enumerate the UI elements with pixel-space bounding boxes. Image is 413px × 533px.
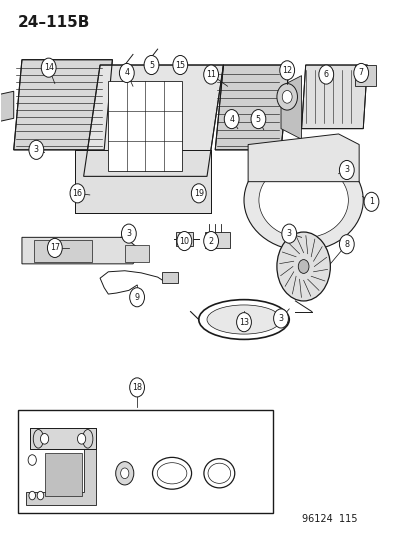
Circle shape	[28, 455, 36, 465]
Polygon shape	[354, 65, 375, 86]
Text: 14: 14	[44, 63, 54, 72]
Polygon shape	[108, 81, 182, 171]
Circle shape	[119, 63, 134, 83]
Ellipse shape	[83, 430, 93, 448]
Ellipse shape	[206, 305, 280, 334]
Text: 11: 11	[206, 70, 216, 79]
Circle shape	[236, 313, 251, 332]
Polygon shape	[22, 237, 141, 264]
Polygon shape	[280, 76, 301, 139]
Circle shape	[276, 232, 330, 301]
Text: 24–115B: 24–115B	[18, 14, 90, 30]
Text: 6: 6	[323, 70, 328, 79]
Polygon shape	[30, 428, 96, 449]
Circle shape	[144, 55, 159, 75]
Text: 10: 10	[179, 237, 189, 246]
FancyBboxPatch shape	[18, 410, 272, 513]
Polygon shape	[0, 91, 14, 123]
Polygon shape	[83, 65, 223, 176]
Polygon shape	[176, 232, 192, 246]
Polygon shape	[161, 272, 178, 284]
Ellipse shape	[198, 300, 289, 340]
Circle shape	[173, 55, 187, 75]
Circle shape	[250, 110, 265, 128]
Text: 3: 3	[278, 314, 283, 323]
Circle shape	[40, 433, 49, 444]
Text: 1: 1	[368, 197, 373, 206]
Polygon shape	[124, 245, 149, 262]
Circle shape	[281, 224, 296, 243]
Text: 5: 5	[255, 115, 260, 124]
Ellipse shape	[152, 457, 191, 489]
Circle shape	[176, 231, 191, 251]
Circle shape	[121, 224, 136, 243]
Text: 8: 8	[344, 240, 349, 249]
Circle shape	[29, 140, 44, 159]
Circle shape	[282, 91, 292, 103]
Circle shape	[120, 468, 128, 479]
Ellipse shape	[258, 163, 347, 238]
Circle shape	[203, 231, 218, 251]
Text: 17: 17	[50, 244, 60, 253]
Text: 7: 7	[358, 68, 363, 77]
Text: 3: 3	[344, 166, 349, 174]
Circle shape	[77, 433, 85, 444]
Polygon shape	[204, 232, 229, 248]
Polygon shape	[14, 60, 112, 150]
Ellipse shape	[157, 463, 186, 484]
Text: 2: 2	[208, 237, 213, 246]
Text: 3: 3	[286, 229, 291, 238]
Circle shape	[47, 238, 62, 257]
Text: 9: 9	[134, 293, 139, 302]
Polygon shape	[45, 453, 81, 496]
Circle shape	[298, 260, 308, 273]
Text: 4: 4	[229, 115, 234, 124]
Polygon shape	[34, 240, 92, 262]
Text: 13: 13	[238, 318, 248, 327]
Circle shape	[363, 192, 378, 212]
Text: 15: 15	[175, 61, 185, 69]
Text: 96124  115: 96124 115	[301, 514, 356, 523]
Polygon shape	[75, 150, 211, 214]
Text: 18: 18	[132, 383, 142, 392]
Circle shape	[129, 288, 144, 307]
Text: 19: 19	[193, 189, 203, 198]
Circle shape	[224, 110, 238, 128]
Polygon shape	[301, 65, 366, 128]
Circle shape	[276, 84, 297, 110]
Circle shape	[339, 160, 354, 180]
Circle shape	[37, 491, 44, 500]
Circle shape	[41, 58, 56, 77]
Circle shape	[115, 462, 133, 485]
Circle shape	[70, 184, 85, 203]
Circle shape	[191, 184, 206, 203]
Ellipse shape	[204, 459, 234, 488]
Circle shape	[339, 235, 354, 254]
Circle shape	[353, 63, 368, 83]
Circle shape	[273, 309, 288, 328]
Circle shape	[29, 491, 36, 500]
Circle shape	[129, 378, 144, 397]
Text: 4: 4	[124, 68, 129, 77]
Text: 3: 3	[34, 146, 39, 155]
Ellipse shape	[243, 150, 362, 251]
Text: 16: 16	[72, 189, 82, 198]
Polygon shape	[26, 449, 96, 505]
Ellipse shape	[207, 463, 230, 483]
Circle shape	[318, 65, 333, 84]
Polygon shape	[247, 134, 358, 182]
Circle shape	[203, 65, 218, 84]
Polygon shape	[215, 65, 289, 150]
Text: 5: 5	[149, 61, 154, 69]
Text: 12: 12	[281, 66, 292, 75]
Ellipse shape	[33, 430, 43, 448]
Circle shape	[279, 61, 294, 80]
Text: 3: 3	[126, 229, 131, 238]
